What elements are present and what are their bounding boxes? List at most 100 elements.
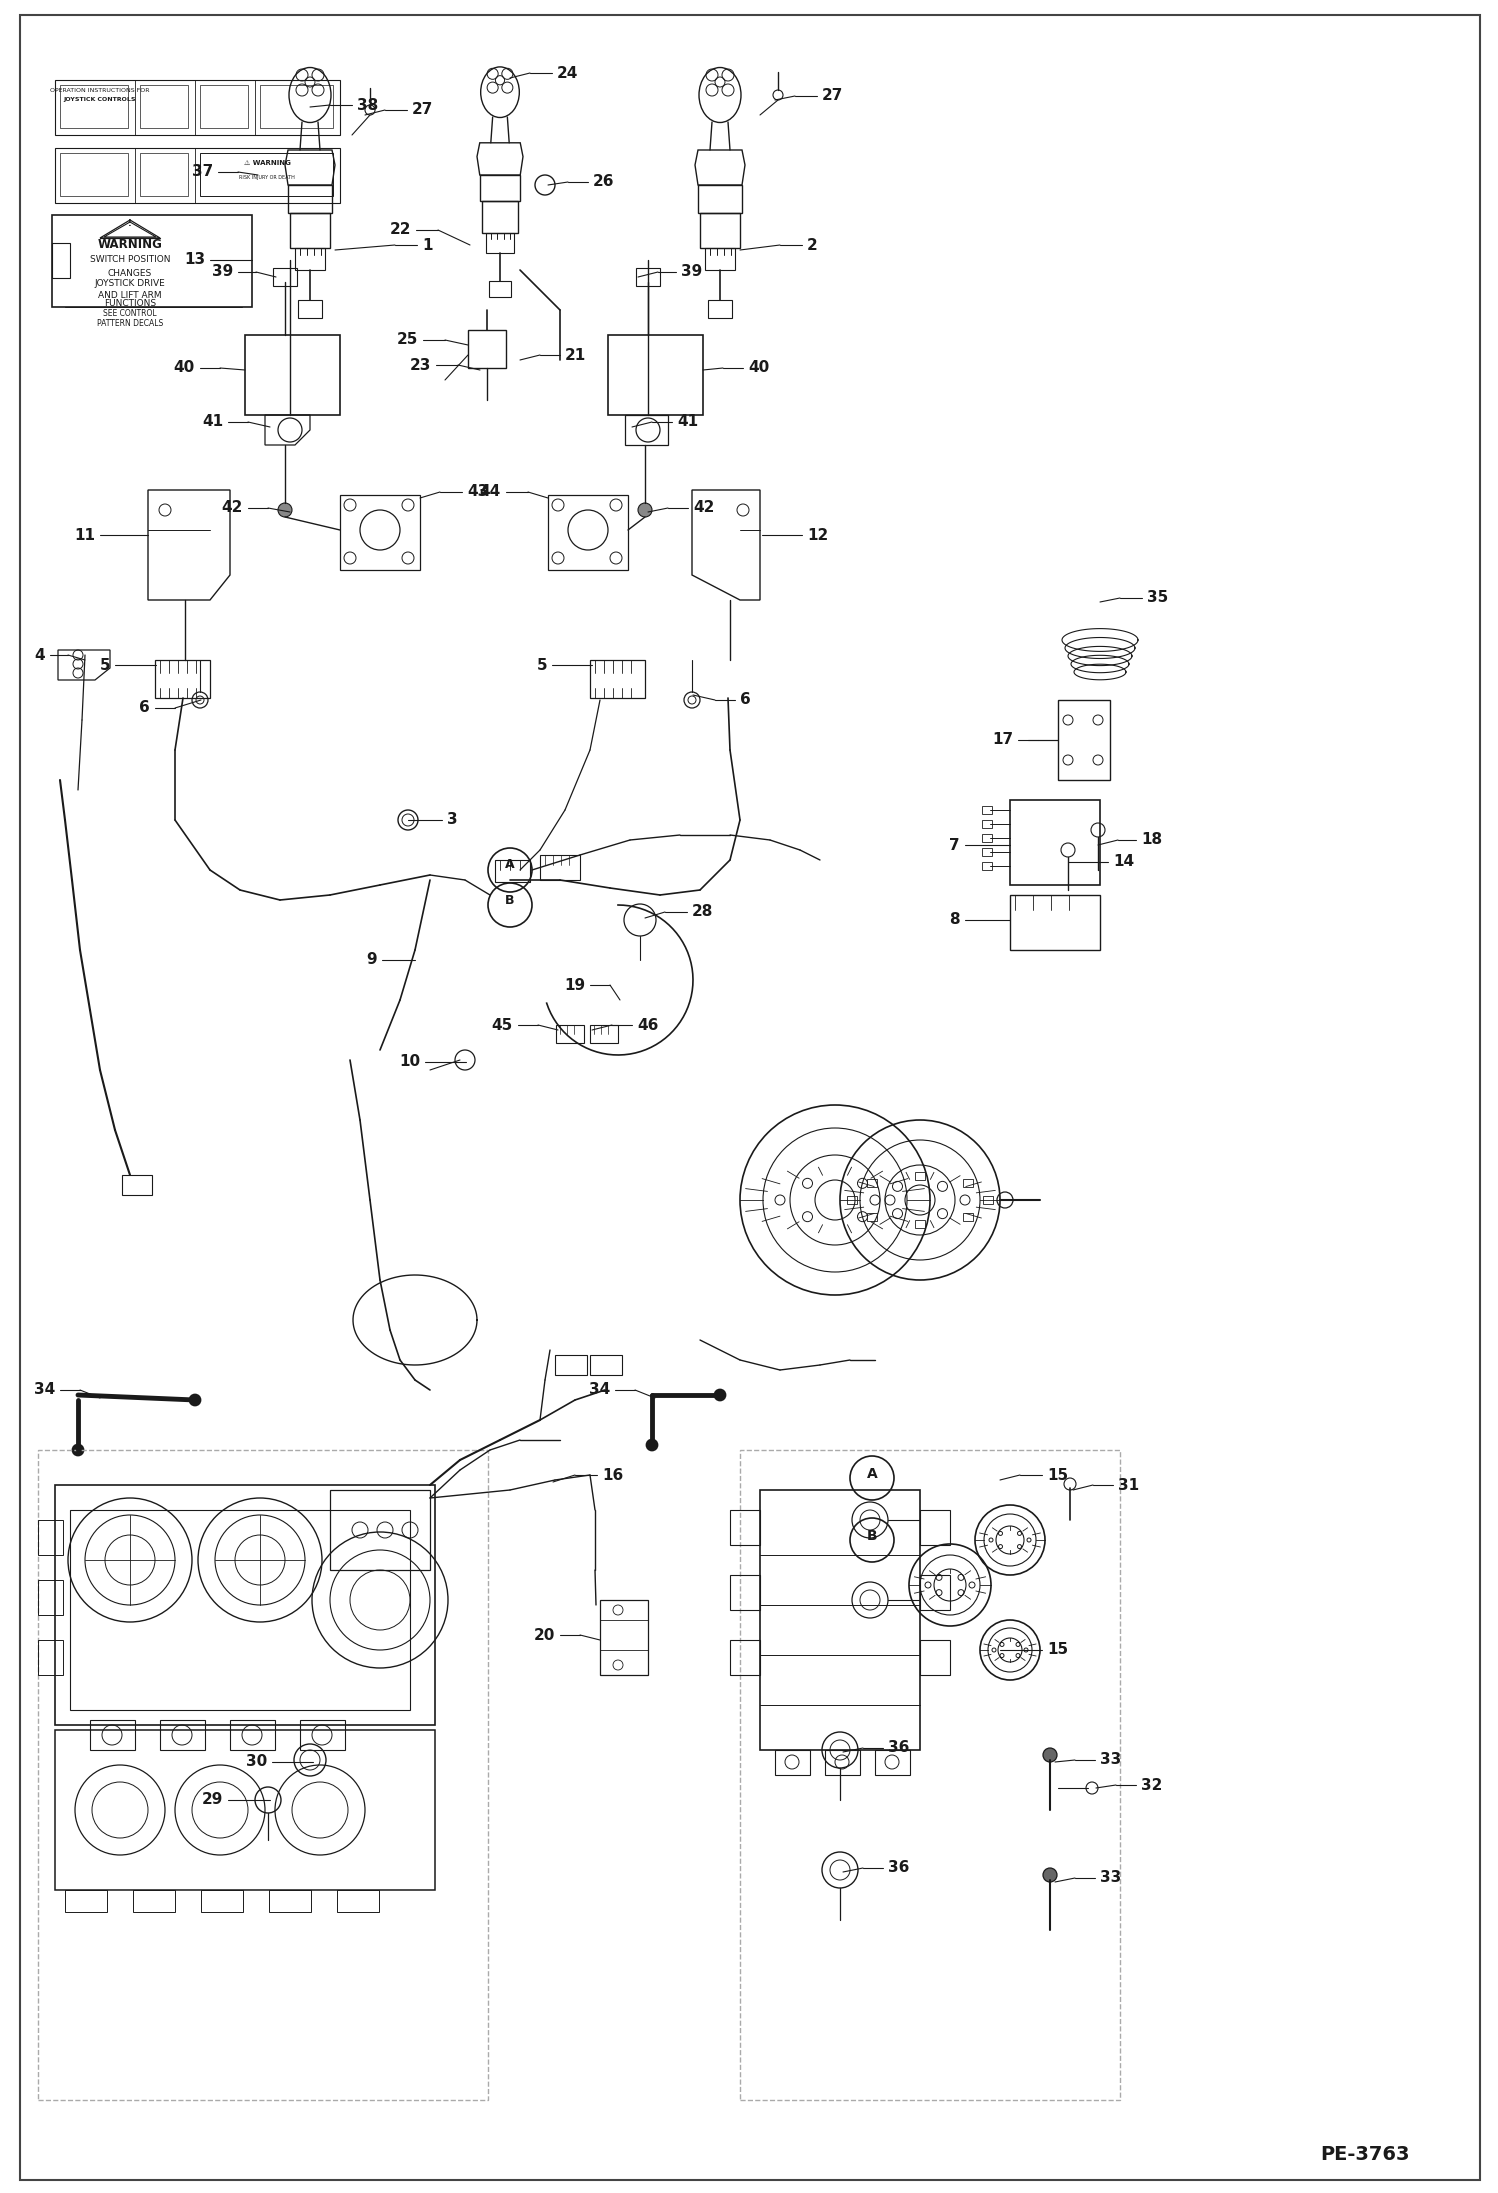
Bar — [846, 1195, 857, 1204]
Bar — [774, 1750, 810, 1774]
Bar — [539, 855, 580, 879]
Text: 18: 18 — [1141, 833, 1162, 846]
Bar — [330, 1489, 430, 1570]
Text: A: A — [505, 857, 515, 871]
Bar — [261, 86, 333, 127]
Text: 44: 44 — [479, 485, 500, 500]
Bar — [300, 1719, 345, 1750]
Text: 30: 30 — [246, 1754, 267, 1770]
Bar — [556, 1024, 584, 1044]
Bar — [740, 1450, 1121, 2101]
Bar — [201, 86, 249, 127]
Bar — [867, 1180, 876, 1186]
Text: 34: 34 — [589, 1382, 610, 1397]
Text: 26: 26 — [593, 175, 614, 189]
Bar — [983, 833, 992, 842]
Bar — [481, 202, 518, 232]
Text: WARNING: WARNING — [97, 237, 162, 250]
Circle shape — [647, 1441, 658, 1450]
Text: 39: 39 — [211, 265, 234, 279]
Text: 1: 1 — [422, 237, 433, 252]
Bar — [52, 243, 70, 279]
Text: 8: 8 — [950, 912, 960, 928]
Bar — [273, 268, 297, 285]
Bar — [915, 1219, 924, 1228]
Text: B: B — [867, 1529, 878, 1544]
Bar — [920, 1640, 950, 1675]
Bar — [37, 1520, 63, 1555]
Bar — [270, 1890, 312, 1912]
Bar — [55, 147, 340, 204]
Bar — [55, 1485, 434, 1726]
Bar — [608, 336, 703, 414]
Text: 14: 14 — [1113, 855, 1134, 868]
Bar — [90, 1719, 135, 1750]
Text: 11: 11 — [73, 529, 94, 542]
Text: 33: 33 — [1100, 1752, 1121, 1768]
Bar — [295, 248, 325, 270]
Bar — [709, 300, 733, 318]
Bar — [139, 86, 189, 127]
Bar — [730, 1640, 759, 1675]
Text: SWITCH POSITION: SWITCH POSITION — [90, 257, 171, 265]
Bar — [37, 1579, 63, 1614]
Text: SEE CONTROL: SEE CONTROL — [103, 309, 157, 318]
Text: 45: 45 — [491, 1018, 512, 1033]
Bar — [867, 1213, 876, 1222]
Bar — [291, 213, 330, 248]
Text: 42: 42 — [222, 500, 243, 515]
Text: 13: 13 — [184, 252, 205, 268]
Bar — [37, 1450, 488, 2101]
Text: 39: 39 — [682, 265, 703, 279]
Text: 16: 16 — [602, 1467, 623, 1482]
Bar — [298, 300, 322, 318]
Bar — [1010, 895, 1100, 950]
Bar — [590, 1024, 619, 1044]
Circle shape — [73, 1445, 82, 1454]
Bar — [825, 1750, 860, 1774]
Text: 15: 15 — [1047, 1467, 1068, 1482]
Text: 41: 41 — [677, 414, 698, 430]
Text: 23: 23 — [409, 357, 431, 373]
Bar — [488, 281, 511, 298]
Bar — [601, 1601, 649, 1675]
Text: 15: 15 — [1047, 1643, 1068, 1658]
Circle shape — [638, 502, 652, 518]
Circle shape — [190, 1395, 201, 1406]
Text: 5: 5 — [536, 658, 547, 673]
Text: 12: 12 — [807, 529, 828, 542]
Bar — [52, 215, 252, 307]
Bar — [231, 1719, 276, 1750]
Text: 40: 40 — [174, 360, 195, 375]
Bar — [1010, 800, 1100, 886]
Text: 41: 41 — [202, 414, 223, 430]
Text: 31: 31 — [1118, 1478, 1138, 1493]
Text: 3: 3 — [446, 811, 457, 827]
Text: 7: 7 — [950, 838, 960, 853]
Bar — [201, 1890, 243, 1912]
Bar — [467, 329, 506, 368]
Circle shape — [715, 1390, 725, 1399]
Text: 22: 22 — [389, 221, 410, 237]
Bar — [55, 1730, 434, 1890]
Text: 20: 20 — [533, 1627, 554, 1643]
Text: 2: 2 — [807, 237, 818, 252]
Bar — [554, 1355, 587, 1375]
Text: 27: 27 — [822, 88, 843, 103]
Text: AND LIFT ARM: AND LIFT ARM — [99, 289, 162, 300]
Text: A: A — [867, 1467, 878, 1480]
Text: 35: 35 — [1147, 590, 1168, 605]
Circle shape — [1043, 1868, 1058, 1882]
Text: 43: 43 — [467, 485, 488, 500]
Bar — [637, 268, 661, 285]
Bar — [139, 154, 189, 195]
Bar — [875, 1750, 909, 1774]
Bar — [698, 184, 742, 213]
Bar — [759, 1489, 920, 1750]
Polygon shape — [100, 219, 160, 239]
Bar — [915, 1173, 924, 1180]
Text: 38: 38 — [357, 96, 379, 112]
Text: 36: 36 — [888, 1860, 909, 1875]
Text: 42: 42 — [694, 500, 715, 515]
Text: 17: 17 — [992, 732, 1013, 748]
